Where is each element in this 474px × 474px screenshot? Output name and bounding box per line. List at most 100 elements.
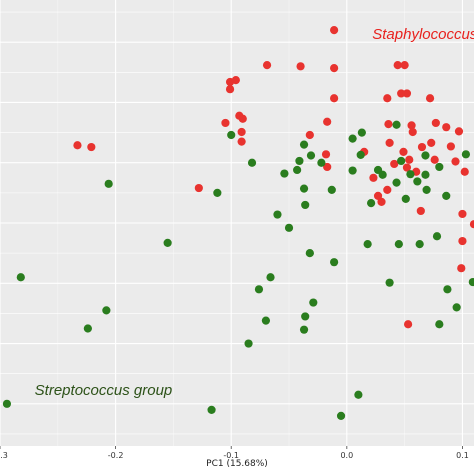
point-staphylococcus — [393, 60, 402, 70]
point-staphylococcus — [321, 150, 331, 159]
point-streptococcus — [104, 179, 113, 188]
point-streptococcus — [207, 405, 216, 414]
point-streptococcus — [367, 199, 376, 208]
point-staphylococcus — [431, 118, 440, 128]
point-streptococcus — [247, 158, 257, 167]
x-axis-ticks: -0.3 -0.2 -0.1 0.0 0.1 — [0, 446, 469, 460]
x-tick-label: -0.3 — [0, 451, 8, 460]
point-staphylococcus — [458, 209, 467, 219]
point-staphylococcus — [373, 191, 383, 200]
point-streptococcus — [435, 162, 444, 172]
point-streptococcus — [284, 223, 294, 232]
point-streptococcus — [309, 298, 318, 307]
point-staphylococcus — [221, 118, 230, 128]
point-staphylococcus — [323, 117, 332, 126]
point-streptococcus — [421, 170, 430, 179]
point-staphylococcus — [416, 206, 425, 216]
point-streptococcus — [293, 165, 302, 175]
point-staphylococcus — [369, 173, 378, 182]
point-streptococcus — [443, 285, 452, 294]
point-streptococcus — [413, 177, 422, 186]
point-staphylococcus — [384, 120, 393, 129]
point-staphylococcus — [400, 60, 409, 70]
point-streptococcus — [102, 306, 111, 315]
grid-lines — [0, 0, 474, 446]
point-streptococcus — [213, 188, 222, 197]
point-staphylococcus — [377, 197, 386, 207]
point-streptococcus — [16, 273, 25, 282]
point-staphylococcus — [460, 167, 469, 176]
point-streptococcus — [163, 238, 172, 247]
point-streptococcus — [394, 239, 403, 249]
point-staphylococcus — [383, 185, 392, 194]
point-streptococcus — [244, 339, 253, 348]
point-staphylococcus — [451, 157, 460, 166]
point-streptococcus — [432, 232, 442, 241]
point-staphylococcus — [404, 320, 413, 329]
point-streptococcus — [295, 156, 304, 166]
point-streptococcus — [327, 185, 336, 194]
point-staphylococcus — [427, 138, 436, 147]
point-staphylococcus — [469, 220, 474, 229]
point-staphylococcus — [323, 162, 332, 172]
point-staphylococcus — [194, 183, 203, 193]
point-staphylococcus — [430, 155, 439, 164]
point-streptococcus — [378, 170, 387, 179]
point-streptococcus — [336, 411, 346, 420]
point-staphylococcus — [225, 85, 235, 94]
point-streptococcus — [385, 278, 394, 287]
point-streptococcus — [266, 273, 275, 282]
point-streptococcus — [357, 128, 366, 137]
point-staphylococcus — [402, 163, 412, 172]
point-streptococcus — [442, 191, 451, 200]
point-streptococcus — [261, 316, 271, 325]
point-streptococcus — [254, 285, 264, 294]
point-staphylococcus — [446, 142, 455, 151]
point-staphylococcus — [383, 94, 392, 103]
point-streptococcus — [348, 134, 357, 143]
point-streptococcus — [363, 239, 372, 249]
point-staphylococcus — [87, 142, 96, 152]
point-streptococcus — [401, 194, 410, 203]
point-streptococcus — [354, 390, 363, 399]
point-streptococcus — [317, 158, 326, 167]
point-staphylococcus — [238, 114, 247, 123]
point-staphylococcus — [330, 26, 339, 35]
point-staphylococcus — [402, 89, 412, 98]
point-streptococcus — [2, 399, 12, 408]
annotation-streptococcus-group: Streptococcus group — [35, 382, 173, 399]
point-streptococcus — [83, 324, 92, 333]
point-staphylococcus — [408, 127, 417, 137]
point-staphylococcus — [397, 89, 406, 98]
point-staphylococcus — [385, 138, 394, 147]
point-streptococcus — [415, 239, 424, 249]
point-staphylococcus — [390, 159, 399, 169]
point-staphylococcus — [237, 127, 246, 137]
point-streptococcus — [301, 312, 310, 321]
point-staphylococcus — [425, 94, 435, 103]
point-staphylococcus — [405, 155, 414, 164]
point-staphylococcus — [442, 123, 451, 132]
point-staphylococcus — [296, 62, 305, 71]
point-streptococcus — [301, 200, 310, 210]
point-staphylococcus — [399, 147, 408, 156]
point-streptococcus — [299, 184, 309, 193]
point-staphylococcus — [457, 264, 466, 273]
point-streptococcus — [356, 150, 365, 159]
point-staphylococcus — [73, 141, 82, 150]
point-streptococcus — [452, 303, 461, 312]
point-streptococcus — [273, 210, 282, 219]
point-streptococcus — [280, 169, 289, 178]
point-streptococcus — [392, 120, 401, 129]
point-streptococcus — [397, 156, 406, 166]
point-streptococcus — [330, 258, 339, 267]
point-streptococcus — [406, 170, 415, 179]
point-staphylococcus — [330, 64, 339, 73]
point-streptococcus — [392, 178, 401, 187]
point-staphylococcus — [417, 142, 427, 152]
x-tick-label: -0.1 — [223, 451, 239, 460]
point-streptococcus — [461, 150, 471, 159]
point-streptococcus — [305, 249, 314, 258]
x-tick-label: 0.1 — [456, 451, 469, 460]
